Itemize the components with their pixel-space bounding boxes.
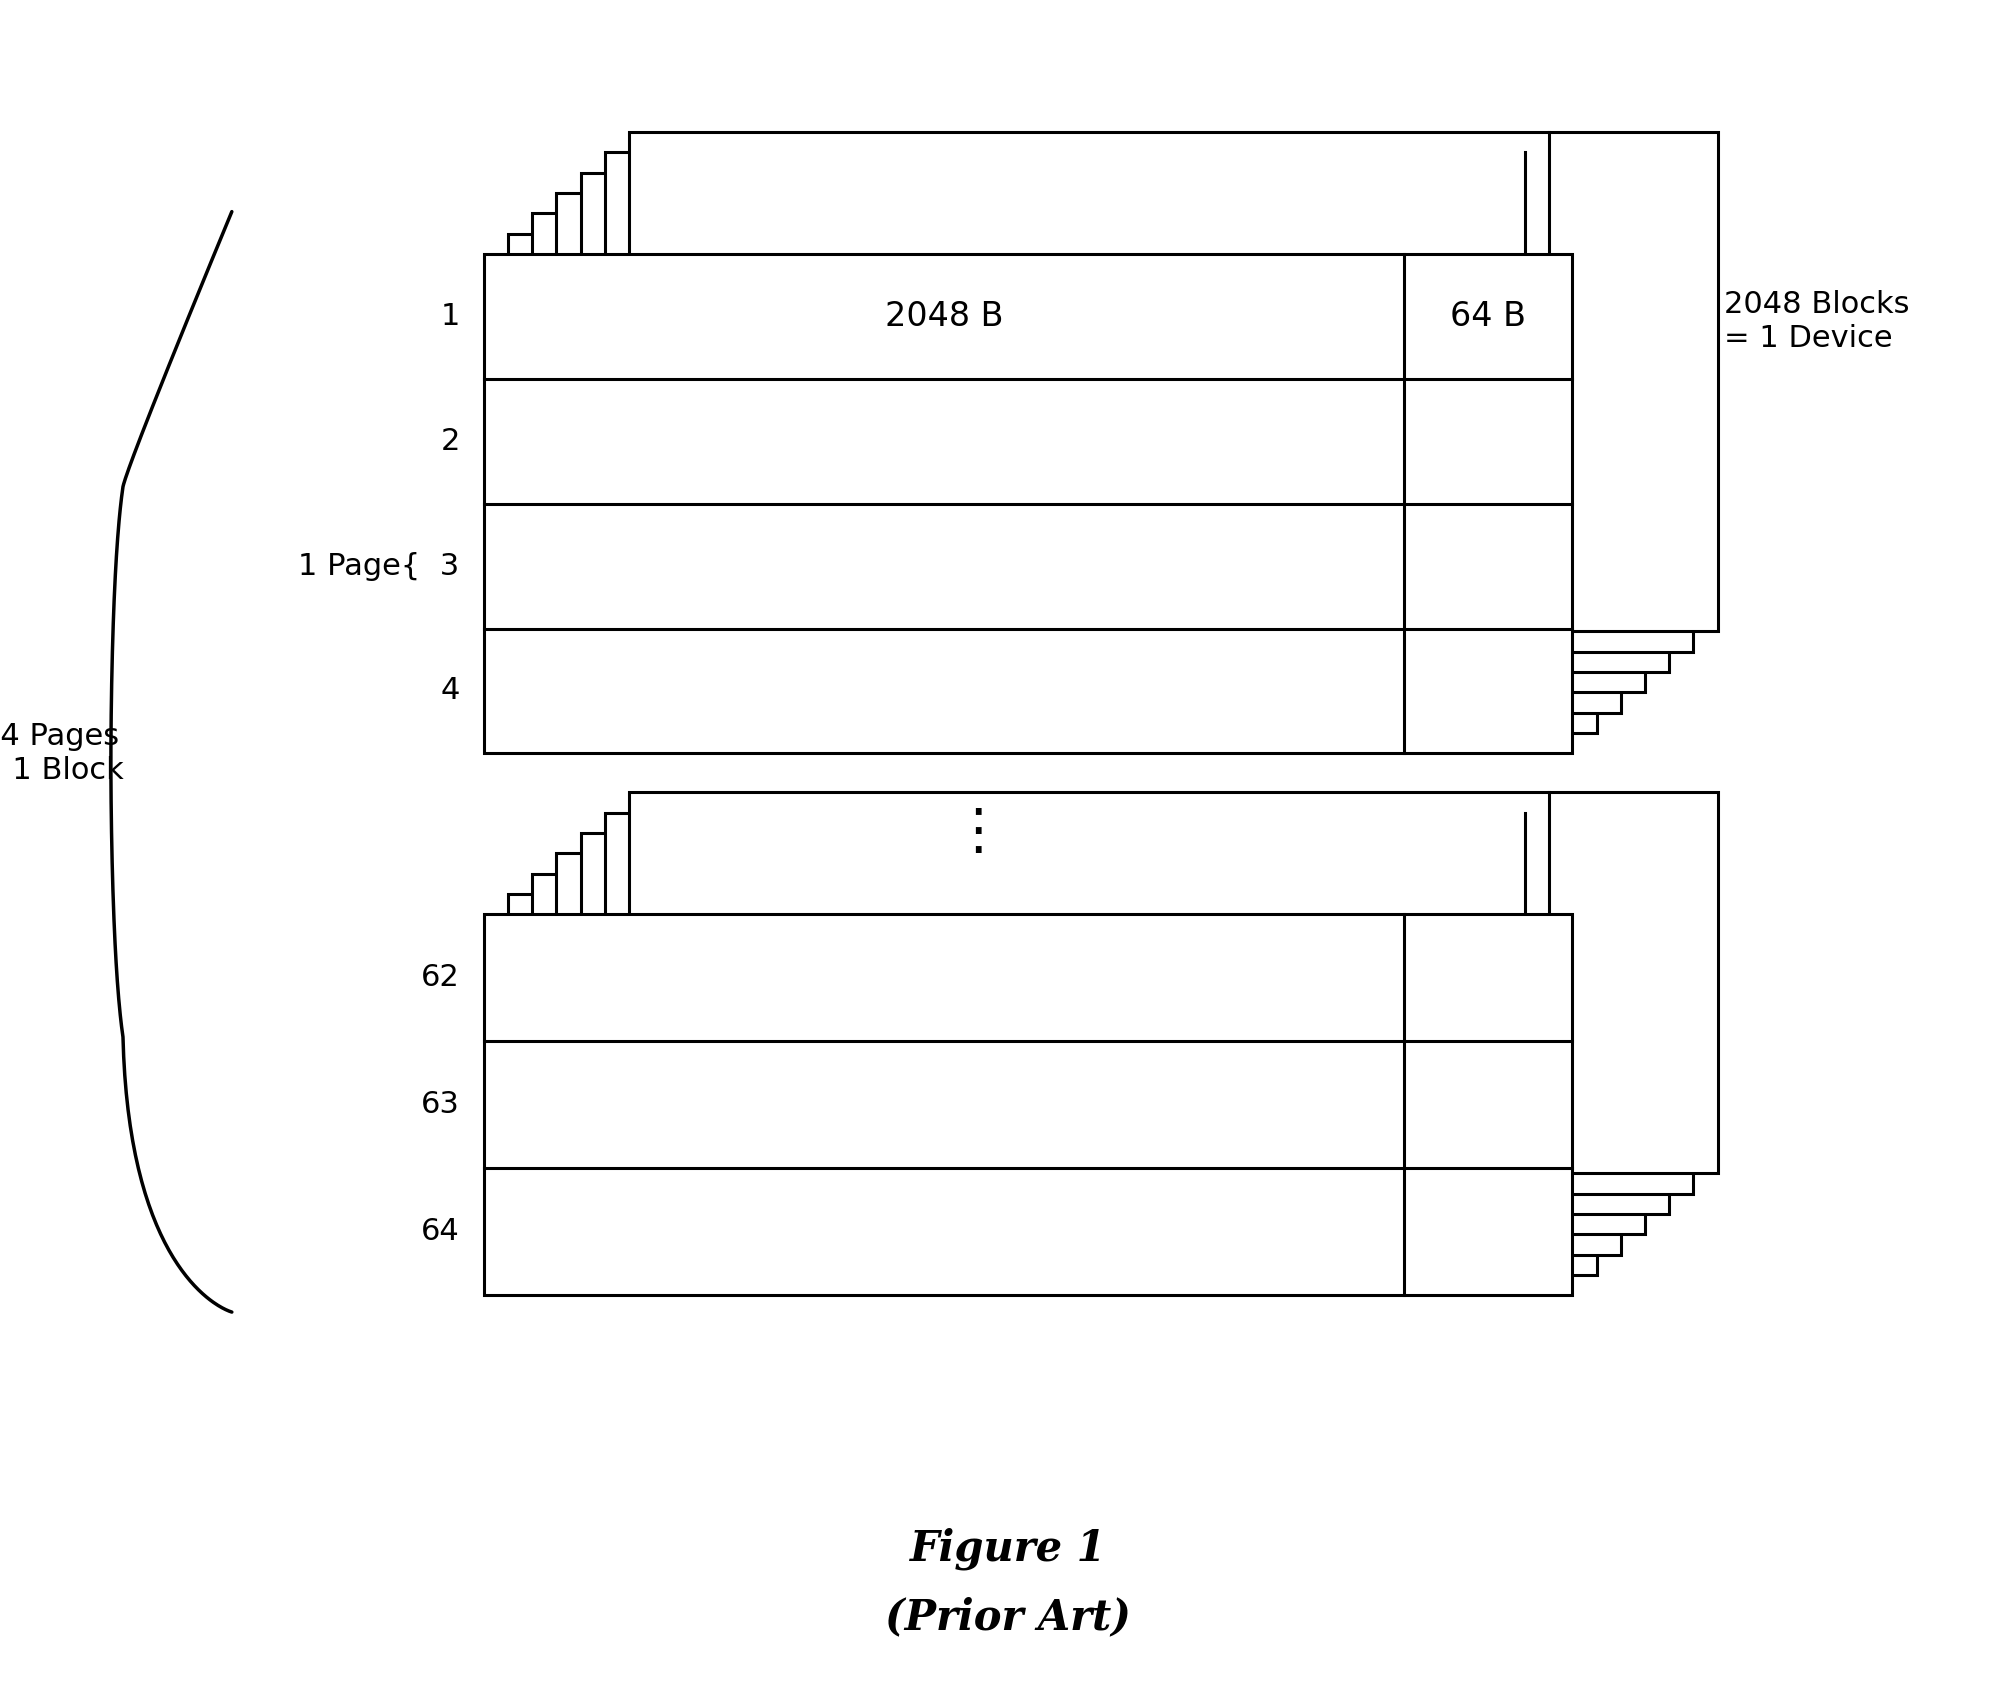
Text: ⋮: ⋮ bbox=[950, 806, 1006, 860]
Text: 64: 64 bbox=[421, 1217, 460, 1246]
Bar bbox=[605, 813, 1693, 1194]
Text: 2048 Blocks
= 1 Device: 2048 Blocks = 1 Device bbox=[1724, 291, 1909, 352]
Bar bbox=[581, 833, 1669, 1214]
Bar bbox=[556, 853, 1645, 1234]
Bar bbox=[484, 254, 1572, 753]
Text: 1 Page{  3: 1 Page{ 3 bbox=[298, 552, 460, 581]
Text: 64 Pages
= 1 Block: 64 Pages = 1 Block bbox=[0, 723, 123, 784]
Text: 62: 62 bbox=[421, 963, 460, 992]
Bar bbox=[605, 152, 1693, 652]
Text: Figure 1: Figure 1 bbox=[909, 1527, 1107, 1571]
Text: 2: 2 bbox=[439, 427, 460, 455]
Text: 1: 1 bbox=[439, 301, 460, 330]
Bar bbox=[629, 132, 1718, 631]
Text: (Prior Art): (Prior Art) bbox=[885, 1596, 1131, 1637]
Text: 64 B: 64 B bbox=[1450, 300, 1526, 334]
Bar bbox=[508, 234, 1597, 733]
Text: 4: 4 bbox=[439, 677, 460, 706]
Text: 2048 B: 2048 B bbox=[885, 300, 1004, 334]
Bar bbox=[581, 173, 1669, 672]
Bar bbox=[556, 193, 1645, 692]
Bar bbox=[629, 792, 1718, 1173]
Text: 63: 63 bbox=[421, 1090, 460, 1119]
Bar bbox=[532, 213, 1621, 713]
Bar bbox=[484, 914, 1572, 1295]
Bar bbox=[532, 874, 1621, 1255]
Bar bbox=[508, 894, 1597, 1275]
